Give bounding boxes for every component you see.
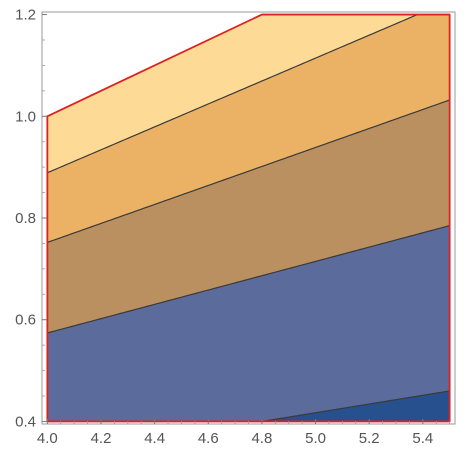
- contour-band-2: [47, 225, 450, 422]
- x-tick-label: 4.6: [198, 430, 219, 447]
- y-tick-label: 1.2: [15, 7, 36, 24]
- y-tick-label: 0.6: [15, 312, 36, 329]
- y-tick-label: 0.4: [15, 413, 36, 430]
- x-tick-label: 4.8: [251, 430, 272, 447]
- x-tick-label: 5.0: [305, 430, 326, 447]
- y-tick-label: 0.8: [15, 210, 36, 227]
- contour-line-1: [261, 390, 450, 423]
- contour-band-5: [47, 14, 450, 173]
- x-tick-label: 4.2: [91, 430, 112, 447]
- x-tick-label: 4.0: [37, 430, 58, 447]
- contour-band-4: [47, 14, 450, 243]
- x-tick-label: 5.4: [412, 430, 433, 447]
- contour-band-3: [47, 100, 450, 333]
- contour-line-3: [47, 99, 450, 243]
- contour-line-4: [47, 13, 418, 174]
- x-tick-label: 4.4: [144, 430, 165, 447]
- y-tick-label: 1.0: [15, 108, 36, 125]
- contour-band-1: [47, 390, 450, 422]
- contour-line-2: [47, 225, 450, 334]
- x-tick-label: 5.2: [359, 430, 380, 447]
